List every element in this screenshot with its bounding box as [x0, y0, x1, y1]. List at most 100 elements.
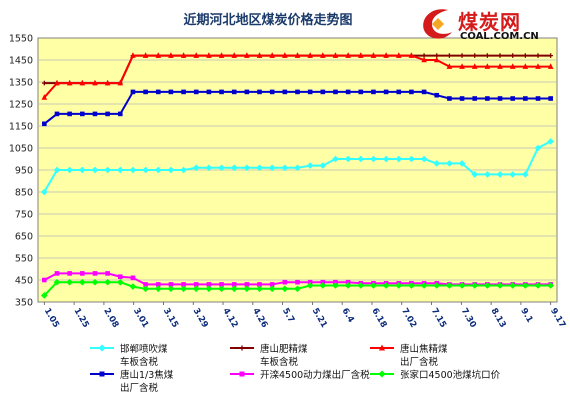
data-point [395, 282, 403, 289]
x-tick-label: 7.30 [459, 307, 478, 330]
data-point [408, 155, 415, 163]
data-point [534, 282, 542, 289]
series-2 [41, 52, 554, 100]
data-point [344, 282, 352, 289]
data-point [117, 79, 124, 86]
data-point [104, 166, 111, 174]
data-point [54, 271, 60, 276]
data-point [117, 274, 123, 279]
data-point [206, 282, 212, 287]
data-point [382, 155, 390, 163]
data-point [395, 52, 402, 58]
y-tick-label: 750 [15, 210, 33, 221]
data-point [485, 96, 490, 101]
data-point [41, 188, 48, 196]
data-point [239, 371, 245, 377]
data-point [91, 166, 99, 174]
data-point [130, 52, 136, 58]
data-point [53, 166, 61, 174]
data-point [484, 171, 491, 178]
y-tick-label: 1050 [9, 144, 33, 155]
legend-label: 张家口4500池煤坑口价 [400, 369, 501, 381]
data-point [485, 53, 490, 58]
y-tick-label: 450 [15, 276, 33, 287]
data-point [256, 285, 263, 293]
data-point [379, 344, 385, 351]
data-point [472, 53, 478, 58]
data-point [357, 155, 365, 163]
data-point [193, 89, 199, 95]
data-point [130, 275, 136, 281]
data-point [99, 371, 105, 377]
data-point [268, 164, 276, 172]
y-tick-label: 350 [15, 298, 33, 309]
data-point [67, 271, 72, 276]
data-point [484, 63, 491, 69]
x-axis-ticks: 1.05 1.25 2.08 3.01 3.15 3.29 4.12 4.26 5.7 5.21 6… [42, 302, 567, 330]
data-point [383, 89, 389, 95]
y-tick-label: 650 [15, 232, 33, 243]
data-point [447, 53, 452, 58]
x-tick-label: 3.01 [131, 307, 150, 330]
data-point [535, 53, 541, 58]
data-point [370, 155, 377, 163]
data-point [104, 278, 111, 286]
data-point [458, 282, 466, 289]
data-point [345, 52, 351, 58]
data-point [548, 96, 553, 101]
data-point [192, 164, 200, 172]
data-point [420, 282, 428, 289]
data-point [206, 89, 212, 95]
data-point [205, 285, 213, 293]
data-point [167, 166, 175, 174]
data-point [408, 282, 415, 289]
data-point [168, 282, 174, 287]
data-point [117, 111, 123, 117]
data-point [295, 279, 300, 285]
x-tick-label: 5.7 [280, 307, 296, 325]
data-point [92, 79, 98, 86]
data-point [547, 138, 554, 145]
data-point [281, 285, 289, 293]
data-point [168, 89, 174, 95]
data-point [523, 53, 528, 58]
data-point [41, 292, 48, 299]
data-point [282, 52, 288, 58]
data-point [459, 96, 465, 101]
data-point [382, 282, 390, 289]
data-point [256, 164, 263, 172]
data-point [378, 370, 386, 378]
data-point [295, 89, 300, 95]
data-point [143, 282, 148, 287]
data-point [358, 89, 364, 95]
series-3 [42, 89, 553, 127]
data-point [129, 283, 137, 290]
data-point [472, 96, 478, 101]
data-point [167, 285, 175, 293]
data-point [231, 282, 237, 287]
data-point [496, 171, 504, 178]
y-tick-label: 850 [15, 188, 33, 199]
x-tick-label: 8.13 [489, 307, 508, 330]
data-point [458, 160, 466, 167]
data-point [357, 52, 364, 58]
data-point [446, 282, 453, 289]
data-point [129, 166, 137, 174]
data-point [408, 52, 415, 58]
legend-item: 张家口4500池煤坑口价 [370, 369, 501, 381]
data-point [168, 52, 174, 58]
data-point [370, 52, 377, 58]
data-point [307, 52, 313, 58]
x-tick-label: 4.26 [250, 307, 269, 330]
legend-label: 唐山肥精煤车板含税 [260, 343, 308, 368]
y-tick-label: 1450 [9, 56, 33, 67]
data-point [80, 111, 85, 117]
data-point [54, 79, 60, 86]
data-point [320, 89, 326, 95]
data-point [357, 282, 365, 289]
data-point [459, 63, 465, 69]
data-point [180, 52, 187, 58]
x-tick-label: 5.21 [310, 307, 329, 330]
data-point [421, 56, 427, 63]
data-point [395, 155, 403, 163]
